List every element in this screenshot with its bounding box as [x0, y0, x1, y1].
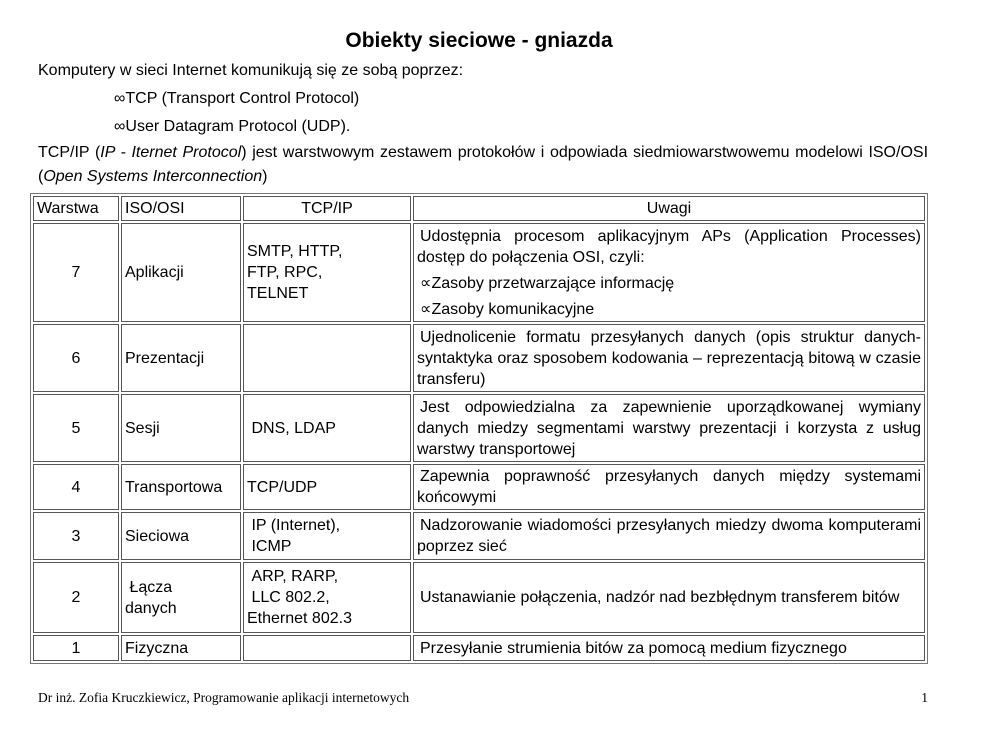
tcpip-text-mid: ) jest warstwowym zestawem protokołów i … — [38, 144, 929, 185]
col-header-tcp-ip: TCP/IP — [243, 196, 411, 221]
uwagi-cell: Jest odpowiedzialna za zapewnienie uporz… — [413, 394, 925, 462]
uwagi-cell: Ujednolicenie formatu przesyłanych danyc… — [413, 324, 925, 392]
uwagi-bullet-text: Zasoby komunikacyjne — [431, 300, 595, 318]
table-header-row: Warstwa ISO/OSI TCP/IP Uwagi — [33, 196, 925, 221]
iso-layer-cell: Transportowa — [121, 464, 241, 510]
iso-layer-cell: Sieciowa — [121, 512, 241, 560]
tcp-protocols-cell: SMTP, HTTP, FTP, RPC, TELNET — [243, 223, 411, 322]
bullet-text: TCP (Transport Control Protocol) — [125, 90, 360, 107]
table-row-layer-3: 3 Sieciowa IP (Internet), ICMP Nadzorowa… — [33, 512, 925, 560]
infinity-bullet-icon: ∞ — [114, 118, 126, 135]
tcpip-text-post: ) — [262, 168, 268, 185]
intro-line: Komputery w sieci Internet komunikują si… — [38, 62, 464, 79]
uwagi-bullet-text: Zasoby przetwarzające informację — [431, 274, 675, 292]
tcpip-italic-osi: Open Systems Interconnection — [43, 168, 263, 185]
tcp-protocols-cell — [243, 324, 411, 392]
bullet-item-udp: ∞User Datagram Protocol (UDP). — [30, 115, 928, 138]
col-header-uwagi: Uwagi — [413, 196, 925, 221]
uwagi-bullet-item: ∝Zasoby komunikacyjne — [417, 299, 921, 320]
tcpip-italic-protocol: IP - Iternet Protocol — [100, 144, 242, 161]
iso-layer-cell: Prezentacji — [121, 324, 241, 392]
infinity-bullet-icon: ∞ — [114, 90, 126, 107]
table-row-layer-6: 6 Prezentacji Ujednolicenie formatu prze… — [33, 324, 925, 392]
table-row-layer-7: 7 Aplikacji SMTP, HTTP, FTP, RPC, TELNET… — [33, 223, 925, 322]
tcpip-text-pre: TCP/IP ( — [38, 144, 101, 161]
iso-layer-cell: Aplikacji — [121, 223, 241, 322]
iso-layer-cell: Sesji — [121, 394, 241, 462]
table-row-layer-2: 2 Łącza danych ARP, RARP, LLC 802.2, Eth… — [33, 562, 925, 633]
layer-number-cell: 2 — [33, 562, 119, 633]
layer-number-cell: 6 — [33, 324, 119, 392]
uwagi-cell: Udostępnia procesom aplikacyjnym APs (Ap… — [413, 223, 925, 322]
col-header-iso-osi: ISO/OSI — [121, 196, 241, 221]
tcp-protocols-cell: DNS, LDAP — [243, 394, 411, 462]
uwagi-cell: Ustanawianie połączenia, nadzór nad bezb… — [413, 562, 925, 633]
slide-title: Obiekty sieciowe - gniazda — [345, 29, 613, 52]
layer-number-cell: 1 — [33, 635, 119, 661]
osi-layers-table: Warstwa ISO/OSI TCP/IP Uwagi 7 Aplikacji… — [30, 193, 928, 664]
uwagi-paragraph: Udostępnia procesom aplikacyjnym APs (Ap… — [417, 227, 921, 266]
tcp-protocols-cell: IP (Internet), ICMP — [243, 512, 411, 560]
proportional-bullet-icon: ∝ — [420, 300, 432, 318]
table-row-layer-4: 4 Transportowa TCP/UDP Zapewnia poprawno… — [33, 464, 925, 510]
table-row-layer-5: 5 Sesji DNS, LDAP Jest odpowiedzialna za… — [33, 394, 925, 462]
tcp-protocols-cell — [243, 635, 411, 661]
layer-number-cell: 7 — [33, 223, 119, 322]
uwagi-cell: Przesyłanie strumienia bitów za pomocą m… — [413, 635, 925, 661]
slide-footer: Dr inż. Zofia Kruczkiewicz, Programowani… — [30, 690, 928, 706]
layer-number-cell: 3 — [33, 512, 119, 560]
bullet-item-tcp: ∞TCP (Transport Control Protocol) — [30, 87, 928, 110]
bullet-text: User Datagram Protocol (UDP). — [125, 118, 351, 135]
iso-layer-cell: Łącza danych — [121, 562, 241, 633]
uwagi-cell: Zapewnia poprawność przesyłanych danych … — [413, 464, 925, 510]
tcpip-paragraph: TCP/IP (IP - Iternet Protocol) jest wars… — [30, 141, 928, 189]
uwagi-cell: Nadzorowanie wiadomości przesyłanych mie… — [413, 512, 925, 560]
layer-number-cell: 5 — [33, 394, 119, 462]
tcp-protocols-cell: ARP, RARP, LLC 802.2, Ethernet 802.3 — [243, 562, 411, 633]
footer-author: Dr inż. Zofia Kruczkiewicz, Programowani… — [38, 690, 410, 705]
col-header-warstwa: Warstwa — [33, 196, 119, 221]
table-row-layer-1: 1 Fizyczna Przesyłanie strumienia bitów … — [33, 635, 925, 661]
proportional-bullet-icon: ∝ — [420, 274, 432, 292]
iso-layer-cell: Fizyczna — [121, 635, 241, 661]
footer-page-number: 1 — [921, 690, 928, 705]
uwagi-bullet-item: ∝Zasoby przetwarzające informację — [417, 273, 921, 294]
layer-number-cell: 4 — [33, 464, 119, 510]
tcp-protocols-cell: TCP/UDP — [243, 464, 411, 510]
